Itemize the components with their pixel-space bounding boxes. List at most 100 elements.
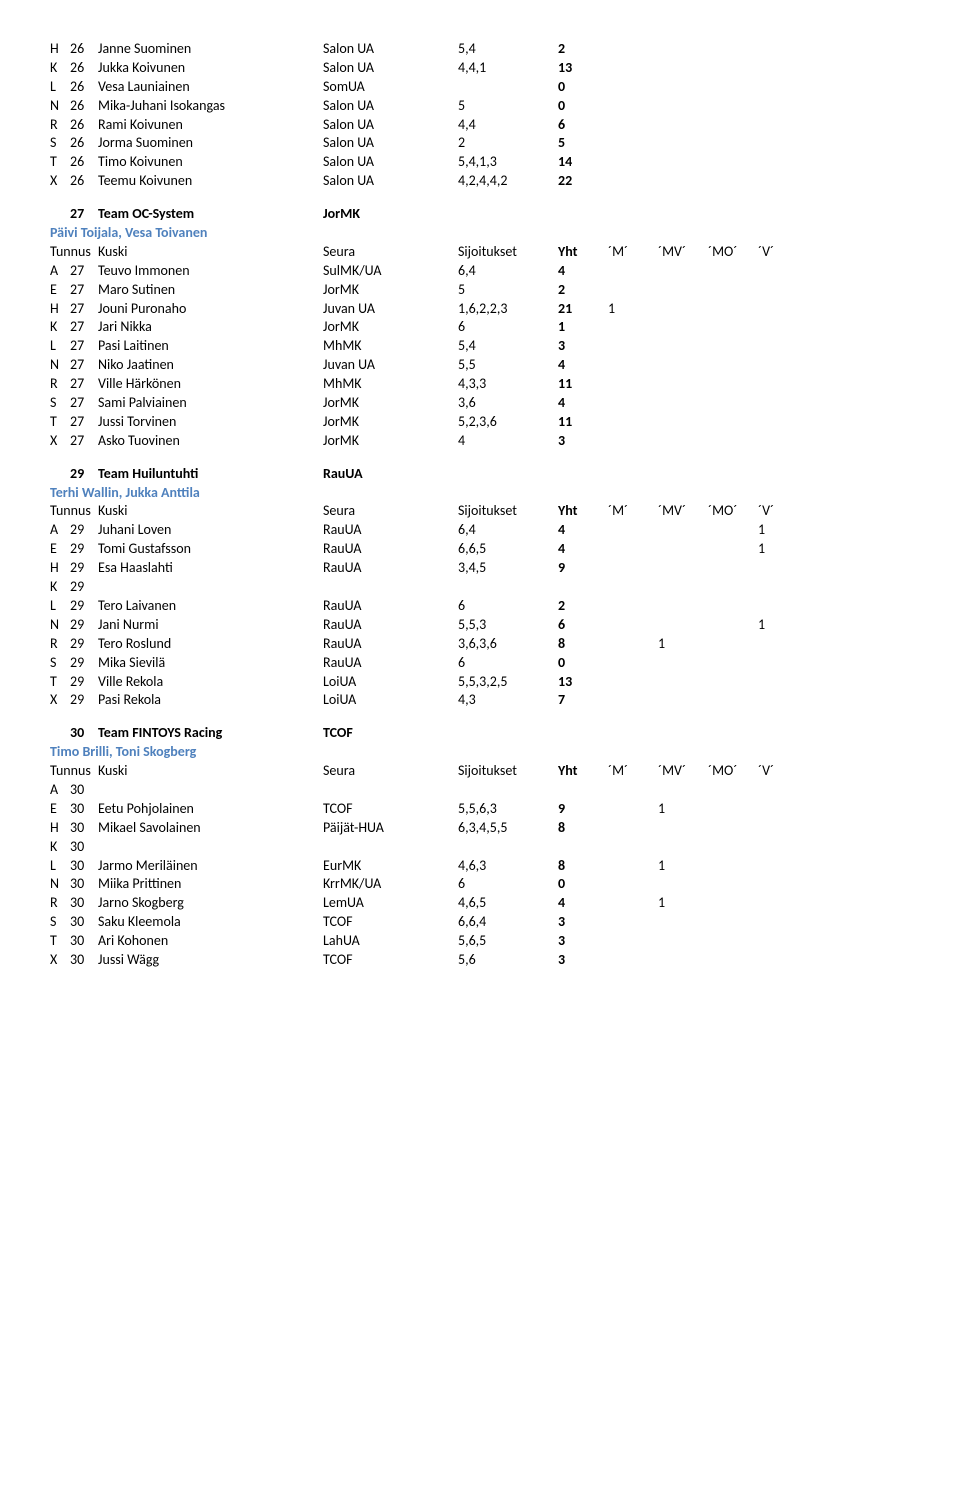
- club: TCOF: [323, 913, 458, 932]
- row-letter: N: [50, 356, 70, 375]
- placements: 6,3,4,5,5: [458, 819, 558, 838]
- row-letter: S: [50, 134, 70, 153]
- col-v: [758, 356, 798, 375]
- row-number: 26: [70, 153, 98, 172]
- col-mv: [658, 819, 708, 838]
- col-v: [758, 97, 798, 116]
- col-mv: [658, 432, 708, 451]
- driver-name: Ville Rekola: [98, 673, 323, 692]
- hdr-sijoitukset: Sijoitukset: [458, 502, 558, 521]
- driver-name: [98, 838, 323, 857]
- col-mv: 1: [658, 857, 708, 876]
- placements: 5,5,6,3: [458, 800, 558, 819]
- col-v: [758, 78, 798, 97]
- col-v: [758, 559, 798, 578]
- total: 0: [558, 78, 608, 97]
- club: [323, 578, 458, 597]
- hdr-seura: Seura: [323, 762, 458, 781]
- placements: 3,6,3,6: [458, 635, 558, 654]
- total: [558, 781, 608, 800]
- col-mv: [658, 300, 708, 319]
- col-v: [758, 281, 798, 300]
- placements: 4,4,1: [458, 59, 558, 78]
- col-v: [758, 578, 798, 597]
- row-number: 26: [70, 134, 98, 153]
- col-mv: 1: [658, 800, 708, 819]
- col-mo: [708, 838, 758, 857]
- col-mo: [708, 262, 758, 281]
- club: JorMK: [323, 413, 458, 432]
- col-m: [608, 578, 658, 597]
- team-managers: Terhi Wallin, Jukka Anttila: [50, 484, 200, 503]
- row-number: 26: [70, 40, 98, 59]
- col-v: [758, 857, 798, 876]
- row-letter: T: [50, 413, 70, 432]
- placements: 6,4: [458, 262, 558, 281]
- col-m: [608, 654, 658, 673]
- col-v: [758, 318, 798, 337]
- club: LoiUA: [323, 673, 458, 692]
- total: 4: [558, 894, 608, 913]
- row-number: 30: [70, 819, 98, 838]
- col-mo: [708, 281, 758, 300]
- row-number: 27: [70, 318, 98, 337]
- col-mo: [708, 97, 758, 116]
- total: 9: [558, 559, 608, 578]
- col-m: [608, 78, 658, 97]
- col-mv: [658, 540, 708, 559]
- placements: [458, 78, 558, 97]
- col-mo: [708, 59, 758, 78]
- col-v: [758, 153, 798, 172]
- placements: 4,2,4,4,2: [458, 172, 558, 191]
- col-v: 1: [758, 521, 798, 540]
- col-mo: [708, 819, 758, 838]
- col-v: [758, 116, 798, 135]
- col-v: [758, 337, 798, 356]
- placements: 5,5,3,2,5: [458, 673, 558, 692]
- placements: 4,3,3: [458, 375, 558, 394]
- col-mo: [708, 432, 758, 451]
- col-mo: [708, 875, 758, 894]
- placements: 3,6: [458, 394, 558, 413]
- club: Salon UA: [323, 134, 458, 153]
- club: SomUA: [323, 78, 458, 97]
- driver-name: Janne Suominen: [98, 40, 323, 59]
- placements: 4,3: [458, 691, 558, 710]
- hdr-yht: Yht: [558, 243, 608, 262]
- row-letter: A: [50, 262, 70, 281]
- driver-name: Tero Laivanen: [98, 597, 323, 616]
- col-m: [608, 819, 658, 838]
- row-letter: H: [50, 300, 70, 319]
- placements: 6,6,4: [458, 913, 558, 932]
- col-mo: [708, 521, 758, 540]
- placements: 5,5: [458, 356, 558, 375]
- club: Salon UA: [323, 59, 458, 78]
- row-letter: T: [50, 673, 70, 692]
- driver-name: Ville Härkönen: [98, 375, 323, 394]
- col-m: [608, 394, 658, 413]
- club: Salon UA: [323, 116, 458, 135]
- row-number: 27: [70, 337, 98, 356]
- col-mv: [658, 691, 708, 710]
- driver-name: Pasi Rekola: [98, 691, 323, 710]
- col-mo: [708, 40, 758, 59]
- col-mv: [658, 654, 708, 673]
- hdr-m: ´M´: [608, 243, 658, 262]
- spacer: [50, 205, 70, 224]
- driver-name: Jussi Torvinen: [98, 413, 323, 432]
- club: LahUA: [323, 932, 458, 951]
- col-mo: [708, 932, 758, 951]
- total: 13: [558, 59, 608, 78]
- total: 13: [558, 673, 608, 692]
- row-letter: R: [50, 635, 70, 654]
- col-v: [758, 654, 798, 673]
- row-letter: T: [50, 153, 70, 172]
- club: LoiUA: [323, 691, 458, 710]
- col-m: [608, 318, 658, 337]
- team-number: 30: [70, 724, 98, 743]
- placements: 1,6,2,2,3: [458, 300, 558, 319]
- col-mv: [658, 913, 708, 932]
- col-v: [758, 932, 798, 951]
- hdr-seura: Seura: [323, 243, 458, 262]
- placements: 5,6,5: [458, 932, 558, 951]
